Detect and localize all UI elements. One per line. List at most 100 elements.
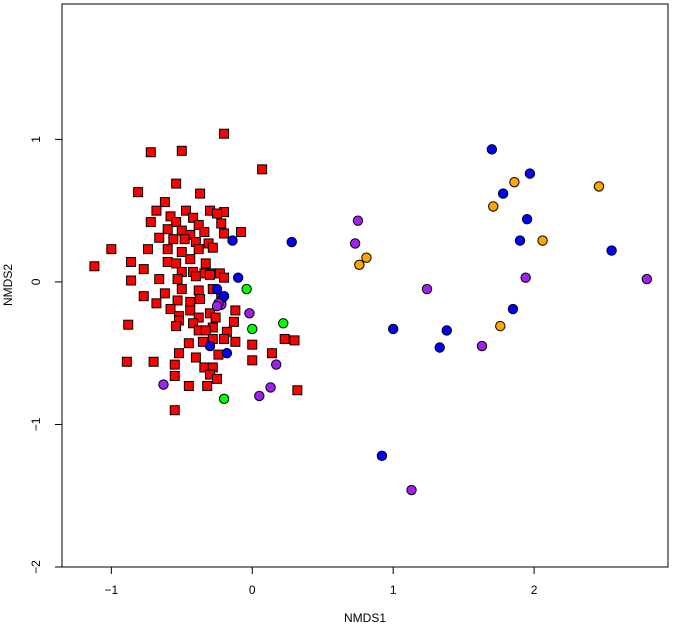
data-point-circle — [265, 382, 276, 393]
data-point-square — [230, 305, 241, 316]
data-point-square — [151, 298, 162, 309]
data-point-square — [154, 232, 165, 243]
data-point-circle — [218, 393, 230, 405]
data-point-circle — [376, 450, 388, 462]
data-points — [89, 128, 653, 496]
data-point-circle — [271, 359, 282, 370]
data-point-square — [121, 356, 132, 367]
data-point-circle — [227, 235, 238, 246]
data-point-circle — [497, 188, 509, 199]
data-point-square — [162, 256, 173, 267]
x-tick-label: 0 — [249, 583, 256, 597]
data-point-square — [190, 271, 201, 282]
data-point-circle — [521, 214, 533, 225]
y-tick-label: −2 — [29, 560, 43, 574]
y-tick-label: 1 — [29, 136, 43, 143]
data-point-square — [235, 227, 246, 238]
data-point-square — [148, 356, 159, 367]
data-point-square — [159, 288, 170, 299]
data-point-square — [133, 187, 144, 198]
data-point-square — [171, 321, 182, 332]
data-point-square — [195, 294, 206, 305]
data-point-square — [193, 285, 204, 296]
data-point-square — [159, 197, 170, 208]
data-point-square — [219, 128, 230, 139]
data-point-square — [169, 371, 180, 382]
data-point-square — [165, 304, 176, 315]
data-point-square — [204, 269, 215, 280]
x-axis: −1 0 1 2 — [104, 567, 538, 597]
data-point-square — [171, 217, 182, 228]
data-point-square — [89, 261, 100, 272]
data-point-circle — [514, 235, 526, 246]
data-point-square — [106, 244, 117, 255]
data-point-circle — [593, 181, 605, 192]
data-point-circle — [441, 325, 452, 336]
data-point-square — [138, 291, 149, 302]
data-point-circle — [211, 283, 223, 295]
data-point-circle — [520, 272, 531, 283]
data-point-square — [181, 205, 192, 216]
data-point-square — [289, 335, 300, 346]
data-point-square — [195, 188, 206, 199]
data-point-circle — [286, 236, 297, 248]
data-point-circle — [509, 176, 520, 188]
data-point-square — [207, 242, 218, 253]
data-point-square — [168, 234, 179, 245]
x-tick-label: 1 — [390, 583, 397, 597]
data-point-circle — [354, 259, 365, 271]
data-point-square — [193, 312, 204, 323]
data-point-circle — [421, 283, 433, 295]
data-point-square — [162, 244, 173, 255]
data-point-circle — [278, 318, 289, 329]
data-point-circle — [244, 308, 255, 319]
data-point-square — [292, 385, 303, 396]
data-point-circle — [241, 283, 252, 295]
x-tick-label: 2 — [531, 583, 538, 597]
data-point-square — [230, 336, 241, 347]
data-point-circle — [524, 168, 536, 179]
data-point-circle — [641, 273, 653, 285]
data-point-square — [173, 348, 184, 359]
data-point-square — [200, 258, 211, 269]
data-point-square — [145, 217, 156, 228]
data-point-circle — [406, 484, 417, 496]
data-point-square — [185, 305, 196, 316]
data-point-square — [142, 244, 153, 255]
data-point-circle — [211, 300, 223, 312]
data-point-square — [200, 325, 211, 336]
data-point-square — [169, 359, 180, 370]
data-point-square — [210, 312, 221, 323]
data-point-square — [247, 339, 258, 350]
data-point-square — [123, 319, 134, 330]
data-point-square — [266, 348, 277, 359]
data-point-square — [179, 234, 190, 245]
data-point-square — [162, 224, 173, 235]
data-point-square — [279, 333, 290, 344]
data-point-circle — [434, 342, 445, 353]
data-point-square — [190, 352, 201, 363]
data-point-circle — [507, 303, 519, 315]
data-point-square — [199, 227, 210, 238]
data-point-circle — [476, 340, 488, 352]
data-point-square — [212, 373, 223, 384]
data-point-circle — [488, 201, 499, 212]
data-point-square — [176, 145, 187, 156]
plot-frame — [61, 3, 669, 568]
data-point-square — [185, 254, 196, 265]
y-axis: −2 −1 0 1 — [29, 136, 62, 574]
data-point-square — [193, 244, 204, 255]
data-point-square — [171, 258, 182, 269]
data-point-square — [212, 208, 223, 219]
data-point-square — [169, 405, 180, 416]
x-axis-title: NMDS1 — [344, 611, 386, 625]
data-point-circle — [232, 272, 244, 283]
y-axis-title: NMDS2 — [1, 264, 15, 306]
data-point-square — [145, 147, 156, 158]
data-point-square — [176, 284, 187, 295]
data-point-square — [188, 318, 199, 329]
data-point-square — [171, 178, 182, 189]
data-point-circle — [486, 144, 498, 155]
data-point-square — [154, 274, 165, 285]
